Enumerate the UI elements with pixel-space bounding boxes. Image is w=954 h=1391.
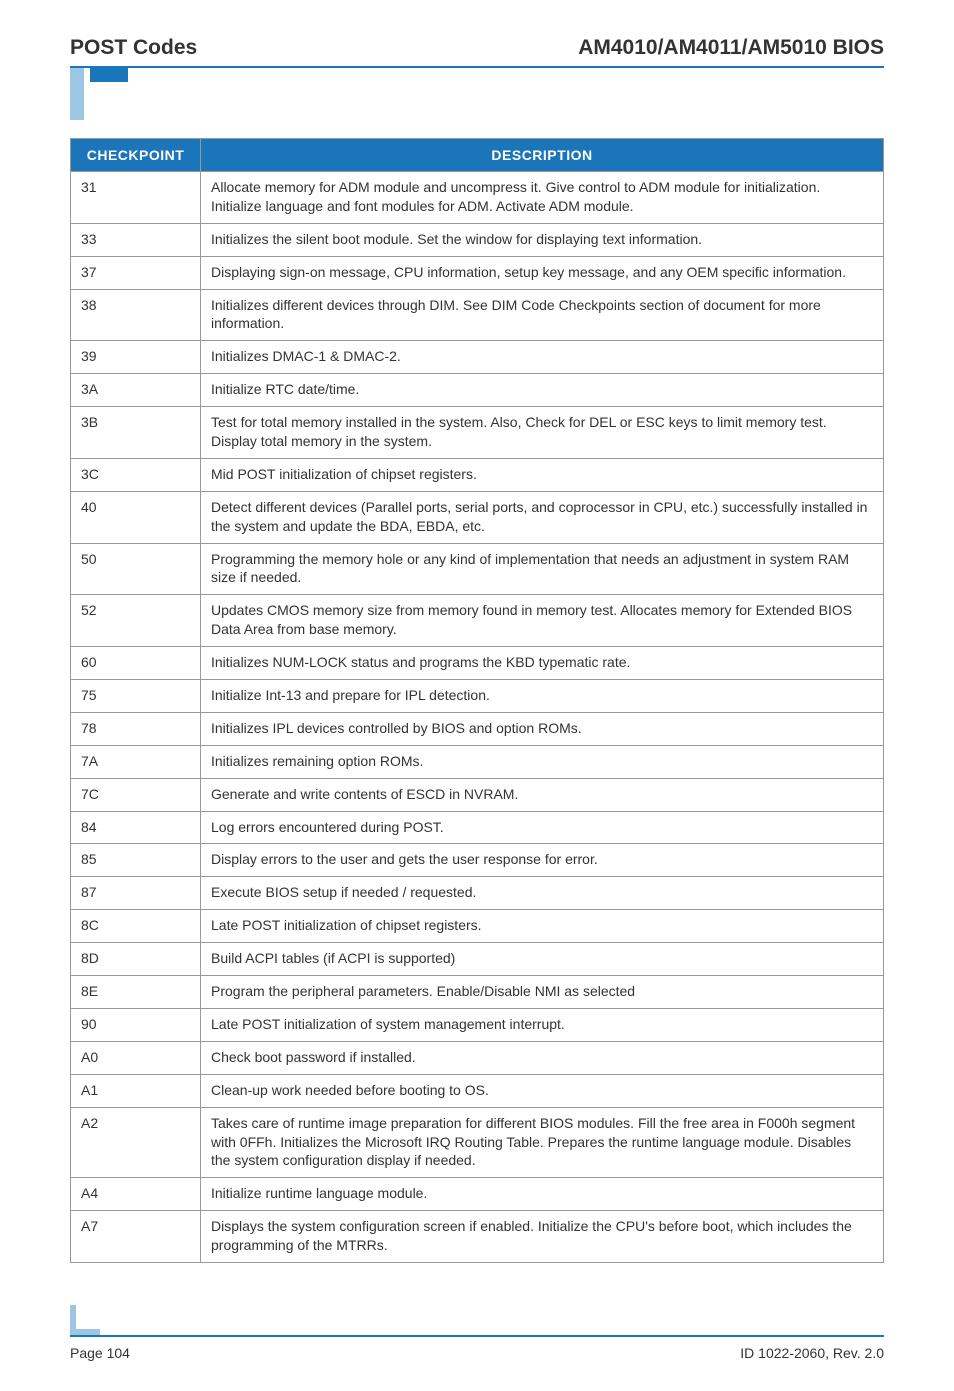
checkpoint-code: 52	[71, 595, 201, 647]
checkpoint-code: 40	[71, 491, 201, 543]
table-row: 87Execute BIOS setup if needed / request…	[71, 877, 884, 910]
checkpoint-description: Initializes remaining option ROMs.	[201, 745, 884, 778]
checkpoint-code: 7A	[71, 745, 201, 778]
checkpoint-description: Execute BIOS setup if needed / requested…	[201, 877, 884, 910]
checkpoint-description: Initializes IPL devices controlled by BI…	[201, 712, 884, 745]
checkpoint-code: 8D	[71, 943, 201, 976]
checkpoint-code: 75	[71, 680, 201, 713]
footer-decoration-icon	[70, 1305, 884, 1335]
checkpoint-code: 85	[71, 844, 201, 877]
checkpoint-code: A0	[71, 1041, 201, 1074]
checkpoint-description: Programming the memory hole or any kind …	[201, 543, 884, 595]
header-left-title: POST Codes	[70, 36, 197, 60]
table-row: 31Allocate memory for ADM module and unc…	[71, 172, 884, 224]
checkpoint-description: Initialize runtime language module.	[201, 1178, 884, 1211]
header-right-title: AM4010/AM4011/AM5010 BIOS	[578, 36, 884, 60]
checkpoint-description: Displays the system configuration screen…	[201, 1211, 884, 1263]
table-row: A0Check boot password if installed.	[71, 1041, 884, 1074]
footer-rule	[70, 1335, 884, 1337]
checkpoint-description: Allocate memory for ADM module and uncom…	[201, 172, 884, 224]
table-row: 38Initializes different devices through …	[71, 289, 884, 341]
checkpoint-description: Initialize RTC date/time.	[201, 374, 884, 407]
page-footer: Page 104 ID 1022-2060, Rev. 2.0	[70, 1345, 884, 1361]
table-row: A2Takes care of runtime image preparatio…	[71, 1107, 884, 1178]
checkpoint-code: 7C	[71, 778, 201, 811]
checkpoint-code: A7	[71, 1211, 201, 1263]
page-header: POST Codes AM4010/AM4011/AM5010 BIOS	[70, 36, 884, 60]
table-row: 8DBuild ACPI tables (if ACPI is supporte…	[71, 943, 884, 976]
checkpoint-description: Initializes different devices through DI…	[201, 289, 884, 341]
checkpoint-code: 3A	[71, 374, 201, 407]
checkpoint-description: Clean-up work needed before booting to O…	[201, 1074, 884, 1107]
table-row: 7AInitializes remaining option ROMs.	[71, 745, 884, 778]
table-row: 78Initializes IPL devices controlled by …	[71, 712, 884, 745]
checkpoint-description: Check boot password if installed.	[201, 1041, 884, 1074]
table-row: 3BTest for total memory installed in the…	[71, 407, 884, 459]
checkpoint-description: Display errors to the user and gets the …	[201, 844, 884, 877]
checkpoint-description: Mid POST initialization of chipset regis…	[201, 458, 884, 491]
checkpoint-code: 3C	[71, 458, 201, 491]
checkpoint-code: 33	[71, 223, 201, 256]
post-codes-table: CHECKPOINT DESCRIPTION 31Allocate memory…	[70, 138, 884, 1263]
table-row: 50Programming the memory hole or any kin…	[71, 543, 884, 595]
checkpoint-description: Initializes DMAC-1 & DMAC-2.	[201, 341, 884, 374]
checkpoint-description: Log errors encountered during POST.	[201, 811, 884, 844]
table-row: 90Late POST initialization of system man…	[71, 1008, 884, 1041]
table-row: 40Detect different devices (Parallel por…	[71, 491, 884, 543]
checkpoint-description: Late POST initialization of system manag…	[201, 1008, 884, 1041]
footer-doc-id: ID 1022-2060, Rev. 2.0	[740, 1345, 884, 1361]
table-row: 3AInitialize RTC date/time.	[71, 374, 884, 407]
checkpoint-description: Initializes the silent boot module. Set …	[201, 223, 884, 256]
brand-logo-icon	[70, 68, 884, 120]
checkpoint-description: Program the peripheral parameters. Enabl…	[201, 976, 884, 1009]
table-row: 8EProgram the peripheral parameters. Ena…	[71, 976, 884, 1009]
checkpoint-code: A4	[71, 1178, 201, 1211]
table-row: A7Displays the system configuration scre…	[71, 1211, 884, 1263]
checkpoint-description: Generate and write contents of ESCD in N…	[201, 778, 884, 811]
table-row: 75Initialize Int-13 and prepare for IPL …	[71, 680, 884, 713]
table-row: A4Initialize runtime language module.	[71, 1178, 884, 1211]
checkpoint-code: 87	[71, 877, 201, 910]
checkpoint-code: 31	[71, 172, 201, 224]
col-header-checkpoint: CHECKPOINT	[71, 139, 201, 172]
table-row: 8CLate POST initialization of chipset re…	[71, 910, 884, 943]
checkpoint-code: 38	[71, 289, 201, 341]
checkpoint-code: 78	[71, 712, 201, 745]
checkpoint-code: A1	[71, 1074, 201, 1107]
checkpoint-description: Test for total memory installed in the s…	[201, 407, 884, 459]
checkpoint-code: 3B	[71, 407, 201, 459]
checkpoint-description: Initialize Int-13 and prepare for IPL de…	[201, 680, 884, 713]
checkpoint-code: 37	[71, 256, 201, 289]
checkpoint-code: 8E	[71, 976, 201, 1009]
table-row: 60Initializes NUM-LOCK status and progra…	[71, 647, 884, 680]
checkpoint-description: Build ACPI tables (if ACPI is supported)	[201, 943, 884, 976]
checkpoint-description: Displaying sign-on message, CPU informat…	[201, 256, 884, 289]
checkpoint-code: 84	[71, 811, 201, 844]
checkpoint-code: 50	[71, 543, 201, 595]
table-row: 37Displaying sign-on message, CPU inform…	[71, 256, 884, 289]
table-row: 39Initializes DMAC-1 & DMAC-2.	[71, 341, 884, 374]
checkpoint-description: Initializes NUM-LOCK status and programs…	[201, 647, 884, 680]
table-header-row: CHECKPOINT DESCRIPTION	[71, 139, 884, 172]
table-row: 84Log errors encountered during POST.	[71, 811, 884, 844]
checkpoint-code: A2	[71, 1107, 201, 1178]
checkpoint-code: 60	[71, 647, 201, 680]
table-row: 52Updates CMOS memory size from memory f…	[71, 595, 884, 647]
table-row: 33Initializes the silent boot module. Se…	[71, 223, 884, 256]
table-row: 7CGenerate and write contents of ESCD in…	[71, 778, 884, 811]
checkpoint-description: Late POST initialization of chipset regi…	[201, 910, 884, 943]
col-header-description: DESCRIPTION	[201, 139, 884, 172]
checkpoint-code: 90	[71, 1008, 201, 1041]
checkpoint-description: Detect different devices (Parallel ports…	[201, 491, 884, 543]
checkpoint-description: Takes care of runtime image preparation …	[201, 1107, 884, 1178]
table-row: 85Display errors to the user and gets th…	[71, 844, 884, 877]
checkpoint-description: Updates CMOS memory size from memory fou…	[201, 595, 884, 647]
table-row: 3CMid POST initialization of chipset reg…	[71, 458, 884, 491]
footer-page-number: Page 104	[70, 1345, 130, 1361]
checkpoint-code: 8C	[71, 910, 201, 943]
checkpoint-code: 39	[71, 341, 201, 374]
table-row: A1Clean-up work needed before booting to…	[71, 1074, 884, 1107]
